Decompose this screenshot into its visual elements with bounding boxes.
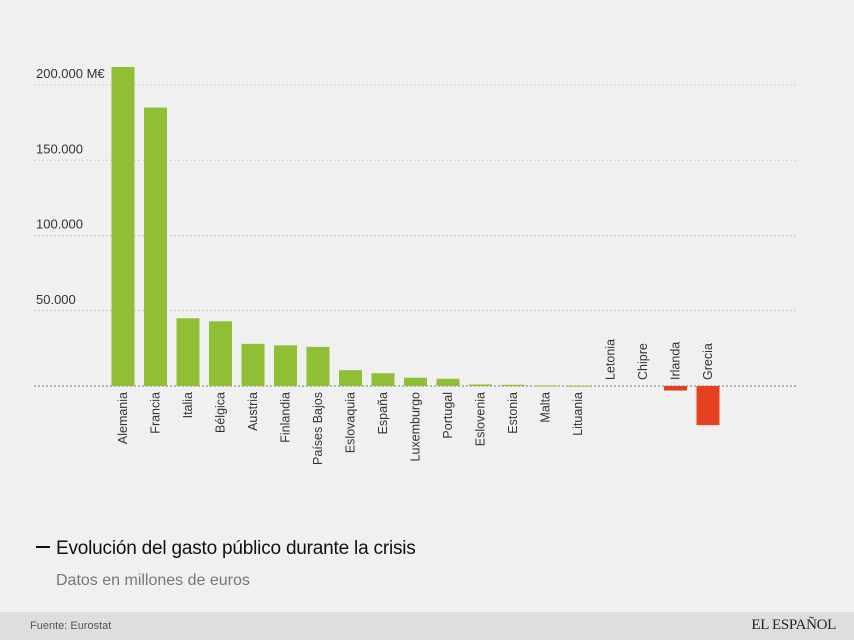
category-label: Portugal (441, 392, 455, 439)
category-labels: Alemania Francia Italia Bélgica Austria Finla… (116, 339, 715, 465)
publisher-logo: EL ESPAÑOL (751, 617, 836, 633)
category-label: Países Bajos (311, 392, 325, 465)
bar (144, 107, 167, 386)
bar (566, 385, 590, 387)
bar (404, 377, 427, 386)
category-label: Eslovenia (474, 392, 488, 446)
category-label: Lituania (571, 392, 585, 436)
y-tick-label: 200.000 M€ (36, 66, 105, 81)
source-label: Fuente: Eurostat (30, 620, 112, 632)
category-label: Italia (181, 392, 195, 418)
bar (241, 343, 265, 386)
category-label: Letonia (604, 339, 618, 380)
chart-title: Evolución del gasto público durante la c… (36, 538, 416, 559)
category-label: Eslovaquia (344, 392, 358, 453)
y-axis-ticks: 200.000 M€ 150.000 100.000 50.000 (36, 66, 105, 307)
bar (371, 373, 395, 386)
bar (469, 384, 492, 386)
category-label: Luxemburgo (409, 392, 423, 462)
bar (274, 345, 297, 386)
category-label: Estonia (506, 392, 520, 434)
category-label: Francia (149, 392, 163, 434)
footer-bar: Fuente: Eurostat EL ESPAÑOL (0, 612, 854, 640)
category-label: Alemania (116, 392, 130, 444)
bar (306, 346, 330, 386)
bars (111, 66, 720, 426)
y-tick-label: 100.000 (36, 217, 83, 232)
category-label: España (376, 392, 390, 434)
bar (209, 321, 232, 386)
category-label: Bélgica (214, 392, 228, 433)
chart-subtitle: Datos en millones de euros (56, 572, 250, 589)
category-label: Finlandia (279, 392, 293, 443)
bar (664, 386, 687, 391)
category-label: Chipre (636, 343, 650, 380)
chart-title-block: Evolución del gasto público durante la c… (36, 538, 416, 560)
bar (696, 386, 720, 426)
bar (436, 378, 460, 386)
title-dash (36, 545, 50, 548)
category-label: Irlanda (669, 342, 683, 380)
y-tick-label: 50.000 (36, 292, 76, 307)
bar (501, 384, 525, 386)
category-label: Grecia (701, 343, 715, 380)
bar (534, 385, 557, 387)
bar (111, 66, 135, 386)
bar-chart: 200.000 M€ 150.000 100.000 50.000 Alemania F… (34, 66, 796, 465)
chart-title-text: Evolución del gasto público durante la c… (56, 538, 416, 559)
category-label: Malta (539, 392, 553, 423)
category-label: Austria (246, 392, 260, 431)
bar (339, 370, 362, 386)
y-tick-label: 150.000 (36, 141, 83, 156)
bar (176, 318, 200, 386)
